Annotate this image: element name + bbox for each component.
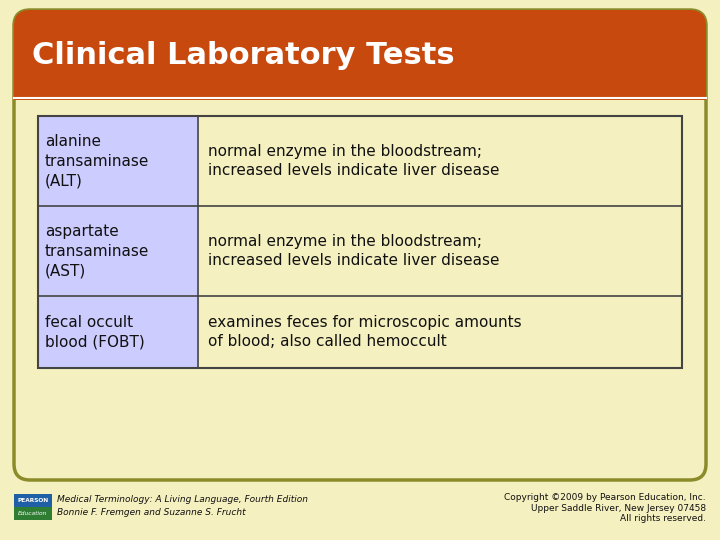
Text: Upper Saddle River, New Jersey 07458: Upper Saddle River, New Jersey 07458 [531,504,706,513]
Bar [38,296,198,368]
Text: Copyright ©2009 by Pearson Education, Inc.: Copyright ©2009 by Pearson Education, In… [505,494,706,502]
Text: normal enzyme in the bloodstream;
increased levels indicate liver disease: normal enzyme in the bloodstream; increa… [208,234,500,268]
Bar [38,116,198,206]
Text: fecal occult
blood (FOBT): fecal occult blood (FOBT) [45,315,145,349]
Text: Bonnie F. Fremgen and Suzanne S. Frucht: Bonnie F. Fremgen and Suzanne S. Frucht [57,508,246,517]
Text: Clinical Laboratory Tests: Clinical Laboratory Tests [32,42,454,71]
Bar [38,116,682,368]
Bar [14,494,52,507]
FancyBboxPatch shape [14,10,706,98]
Text: examines feces for microscopic amounts
of blood; also called hemoccult: examines feces for microscopic amounts o… [208,315,521,349]
Bar [14,78,706,100]
Text: aspartate
transaminase
(AST): aspartate transaminase (AST) [45,224,149,278]
Text: normal enzyme in the bloodstream;
increased levels indicate liver disease: normal enzyme in the bloodstream; increa… [208,144,500,178]
Text: PEARSON: PEARSON [17,498,48,503]
Text: Medical Terminology: A Living Language, Fourth Edition: Medical Terminology: A Living Language, … [57,495,308,504]
FancyBboxPatch shape [14,10,706,480]
Text: Education: Education [18,511,48,516]
Text: All rights reserved.: All rights reserved. [620,514,706,523]
Bar [14,507,52,520]
Text: alanine
transaminase
(ALT): alanine transaminase (ALT) [45,134,149,188]
Bar [38,206,198,296]
Bar [198,206,682,296]
Bar [198,296,682,368]
Bar [198,116,682,206]
